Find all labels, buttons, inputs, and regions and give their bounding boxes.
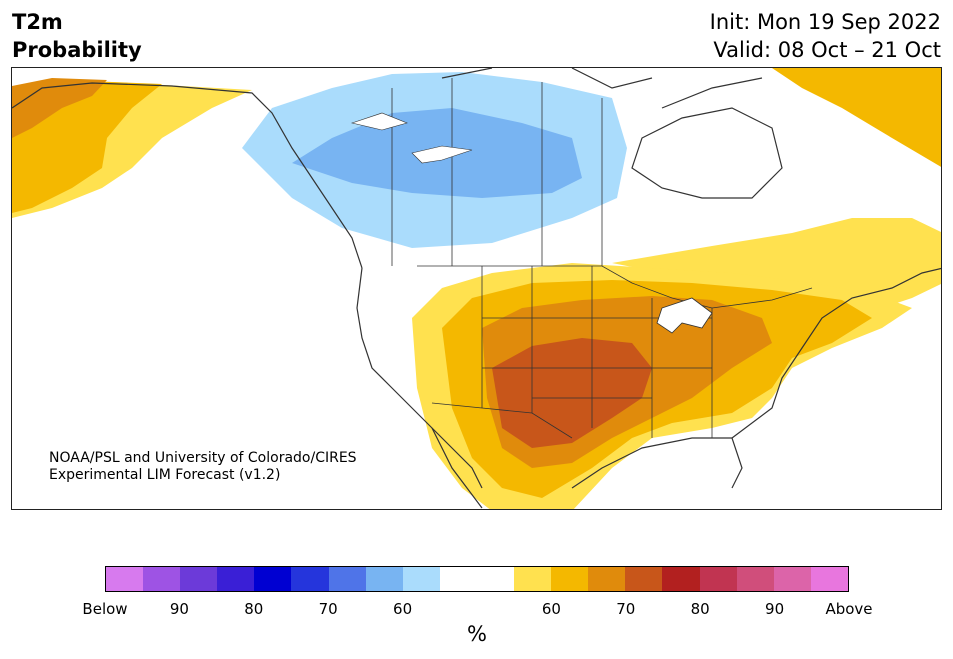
state-lines — [481, 266, 713, 438]
great-slave-lake — [411, 145, 473, 164]
eastcanada-band-55 — [612, 218, 941, 308]
us-mexico-border — [431, 402, 573, 439]
colorbar-tick-label: 80 — [690, 600, 710, 618]
colorbar-swatch — [810, 567, 848, 591]
colorbar-tick-label: 90 — [169, 600, 189, 618]
colorbar-swatch — [699, 567, 737, 591]
alaska-coast — [12, 82, 363, 269]
colorbar-swatch — [365, 567, 403, 591]
colorbar-swatch — [439, 567, 477, 591]
coastlines — [12, 68, 941, 509]
colorbar-swatch — [662, 567, 700, 591]
colorbar-swatch — [291, 567, 329, 591]
colorbar-tick-label: 80 — [244, 600, 264, 618]
credit-line-1: NOAA/PSL and University of Colorado/CIRE… — [49, 450, 357, 466]
title-line-1: T2m — [12, 10, 63, 34]
great-bear-lake — [350, 112, 408, 131]
hudson-bay — [631, 107, 783, 199]
map-title: T2m Probability — [12, 8, 142, 64]
us-canada-border — [417, 265, 813, 309]
title-line-2: Probability — [12, 38, 142, 62]
map-canvas — [12, 68, 941, 509]
credit-text: NOAA/PSL and University of Colorado/CIRE… — [49, 450, 357, 484]
east-coast — [731, 267, 941, 439]
colorbar-swatch — [736, 567, 774, 591]
colorbar-swatch — [328, 567, 366, 591]
valid-dates: Valid: 08 Oct – 21 Oct — [713, 38, 941, 62]
colorbar-tick-label: Below — [82, 600, 128, 618]
forecast-dates: Init: Mon 19 Sep 2022 Valid: 08 Oct – 21… — [710, 8, 941, 64]
gulf-coast — [571, 437, 743, 489]
colorbar-tick-label: 60 — [541, 600, 561, 618]
province-lines — [391, 78, 603, 266]
colorbar-tick-label: Above — [825, 600, 873, 618]
alaska-warm-65 — [12, 78, 107, 138]
colorbar-swatch — [217, 567, 255, 591]
colorbar-swatch — [143, 567, 181, 591]
colorbar-swatch — [106, 567, 144, 591]
colorbar-swatch — [588, 567, 626, 591]
colorbar-swatch — [254, 567, 292, 591]
greenland-warm-60 — [772, 68, 941, 167]
colorbar-swatch — [514, 567, 552, 591]
mexico-coast — [431, 427, 483, 509]
credit-line-2: Experimental LIM Forecast (v1.2) — [49, 467, 281, 483]
colorbar-tick-label: 70 — [318, 600, 338, 618]
political-borders — [391, 78, 813, 439]
colorbar-swatch — [476, 567, 515, 591]
west-coast — [356, 267, 483, 489]
colorbar-swatch — [773, 567, 811, 591]
great-lakes — [656, 297, 713, 334]
colorbar-tick-label: 70 — [616, 600, 636, 618]
init-date: Init: Mon 19 Sep 2022 — [709, 10, 941, 34]
colorbar-legend — [105, 566, 849, 592]
colorbar-units: % — [467, 622, 487, 646]
forecast-map — [11, 67, 942, 510]
colorbar-swatch — [625, 567, 663, 591]
colorbar-tick-label: 90 — [765, 600, 785, 618]
colorbar-swatch — [402, 567, 440, 591]
colorbar-swatch — [180, 567, 218, 591]
colorbar-tick-label: 60 — [393, 600, 413, 618]
arctic-islands — [441, 68, 763, 109]
colorbar-swatch — [551, 567, 589, 591]
